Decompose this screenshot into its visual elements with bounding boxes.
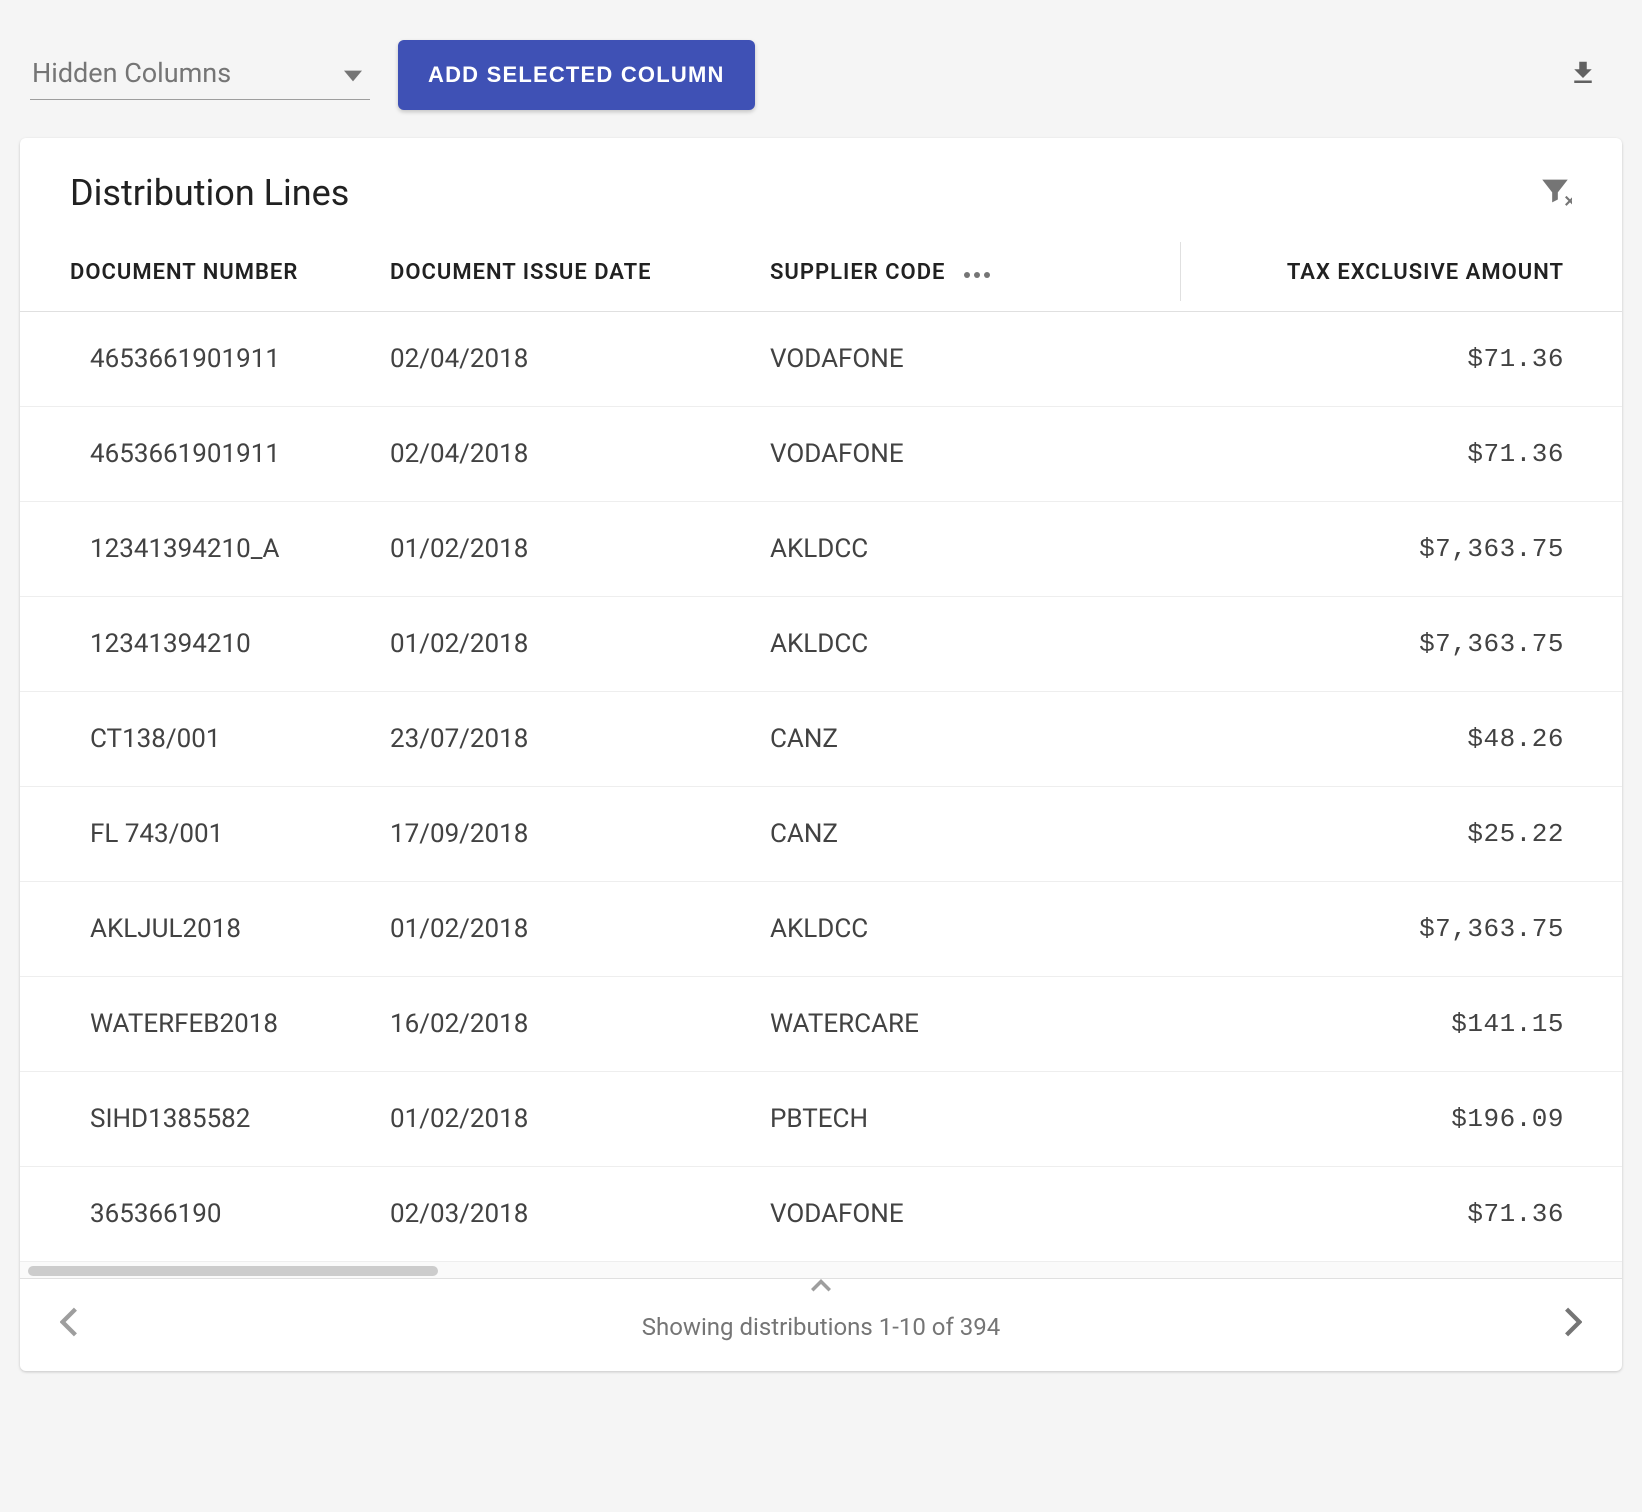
table-row[interactable]: 36536619002/03/2018VODAFONE$71.36 <box>20 1167 1622 1262</box>
table-header-row: DOCUMENT NUMBER DOCUMENT ISSUE DATE SUPP… <box>20 242 1622 312</box>
cell-tax-exclusive-amount: $48.26 <box>1180 724 1622 754</box>
horizontal-scrollbar-track[interactable] <box>20 1262 1622 1278</box>
cell-tax-exclusive-amount: $196.09 <box>1180 1104 1622 1134</box>
page-prev-button[interactable] <box>60 1307 78 1341</box>
cell-issue-date: 01/02/2018 <box>390 1104 770 1134</box>
cell-supplier-code: VODAFONE <box>770 439 1180 469</box>
cell-document-number: SIHD1385582 <box>20 1104 390 1134</box>
table-body: 465366190191102/04/2018VODAFONE$71.36465… <box>20 312 1622 1262</box>
table-row[interactable]: 1234139421001/02/2018AKLDCC$7,363.75 <box>20 597 1622 692</box>
filter-clear-icon[interactable]: ✕ <box>1538 174 1572 212</box>
cell-tax-exclusive-amount: $25.22 <box>1180 819 1622 849</box>
table-row[interactable]: FL 743/00117/09/2018CANZ$25.22 <box>20 787 1622 882</box>
cell-issue-date: 01/02/2018 <box>390 914 770 944</box>
cell-issue-date: 17/09/2018 <box>390 819 770 849</box>
header-divider <box>1180 242 1181 301</box>
cell-supplier-code: WATERCARE <box>770 1009 1180 1039</box>
download-icon[interactable] <box>1560 50 1612 100</box>
cell-tax-exclusive-amount: $7,363.75 <box>1180 534 1622 564</box>
cell-issue-date: 02/04/2018 <box>390 344 770 374</box>
distribution-lines-card: Distribution Lines ✕ DOCUMENT NUMBER DOC… <box>20 138 1622 1371</box>
cell-tax-exclusive-amount: $71.36 <box>1180 439 1622 469</box>
cell-issue-date: 23/07/2018 <box>390 724 770 754</box>
table-row[interactable]: AKLJUL201801/02/2018AKLDCC$7,363.75 <box>20 882 1622 977</box>
cell-supplier-code: VODAFONE <box>770 1199 1180 1229</box>
cell-supplier-code: CANZ <box>770 724 1180 754</box>
cell-tax-exclusive-amount: $71.36 <box>1180 1199 1622 1229</box>
cell-supplier-code: VODAFONE <box>770 344 1180 374</box>
table-row[interactable]: 12341394210_A01/02/2018AKLDCC$7,363.75 <box>20 502 1622 597</box>
cell-issue-date: 01/02/2018 <box>390 629 770 659</box>
table-row[interactable]: 465366190191102/04/2018VODAFONE$71.36 <box>20 312 1622 407</box>
cell-supplier-code: AKLDCC <box>770 914 1180 944</box>
column-header-supplier-code[interactable]: SUPPLIER CODE <box>770 242 1180 285</box>
column-header-issue-date[interactable]: DOCUMENT ISSUE DATE <box>390 242 770 285</box>
more-horizontal-icon[interactable] <box>963 260 991 285</box>
cell-document-number: 4653661901911 <box>20 344 390 374</box>
cell-document-number: 4653661901911 <box>20 439 390 469</box>
svg-text:✕: ✕ <box>1564 193 1573 208</box>
cell-document-number: 12341394210 <box>20 629 390 659</box>
cell-tax-exclusive-amount: $7,363.75 <box>1180 914 1622 944</box>
table-row[interactable]: WATERFEB201816/02/2018WATERCARE$141.15 <box>20 977 1622 1072</box>
hidden-columns-dropdown[interactable]: Hidden Columns <box>30 51 370 100</box>
cell-supplier-code: AKLDCC <box>770 629 1180 659</box>
add-selected-column-button[interactable]: ADD SELECTED COLUMN <box>398 40 755 110</box>
cell-supplier-code: CANZ <box>770 819 1180 849</box>
cell-tax-exclusive-amount: $71.36 <box>1180 344 1622 374</box>
cell-document-number: CT138/001 <box>20 724 390 754</box>
table-row[interactable]: CT138/00123/07/2018CANZ$48.26 <box>20 692 1622 787</box>
cell-issue-date: 16/02/2018 <box>390 1009 770 1039</box>
cell-document-number: 12341394210_A <box>20 534 390 564</box>
cell-document-number: FL 743/001 <box>20 819 390 849</box>
cell-document-number: 365366190 <box>20 1199 390 1229</box>
table-row[interactable]: 465366190191102/04/2018VODAFONE$71.36 <box>20 407 1622 502</box>
cell-tax-exclusive-amount: $7,363.75 <box>1180 629 1622 659</box>
chevron-up-icon[interactable] <box>810 1277 832 1296</box>
card-title: Distribution Lines <box>70 172 349 214</box>
cell-issue-date: 02/04/2018 <box>390 439 770 469</box>
card-header: Distribution Lines ✕ <box>20 138 1622 242</box>
page-next-button[interactable] <box>1564 1307 1582 1341</box>
column-header-supplier-code-label: SUPPLIER CODE <box>770 260 945 285</box>
horizontal-scrollbar-thumb[interactable] <box>28 1266 438 1276</box>
pagination-summary: Showing distributions 1-10 of 394 <box>642 1313 1000 1341</box>
column-header-document-number[interactable]: DOCUMENT NUMBER <box>20 242 390 285</box>
caret-down-icon <box>344 57 362 89</box>
toolbar: Hidden Columns ADD SELECTED COLUMN <box>20 20 1622 138</box>
cell-issue-date: 02/03/2018 <box>390 1199 770 1229</box>
column-header-tax-exclusive-amount[interactable]: TAX EXCLUSIVE AMOUNT <box>1180 242 1622 285</box>
cell-tax-exclusive-amount: $141.15 <box>1180 1009 1622 1039</box>
cell-issue-date: 01/02/2018 <box>390 534 770 564</box>
hidden-columns-label: Hidden Columns <box>32 57 231 89</box>
cell-supplier-code: AKLDCC <box>770 534 1180 564</box>
cell-document-number: WATERFEB2018 <box>20 1009 390 1039</box>
cell-supplier-code: PBTECH <box>770 1104 1180 1134</box>
table-row[interactable]: SIHD138558201/02/2018PBTECH$196.09 <box>20 1072 1622 1167</box>
pagination-bar: Showing distributions 1-10 of 394 <box>20 1278 1622 1371</box>
cell-document-number: AKLJUL2018 <box>20 914 390 944</box>
